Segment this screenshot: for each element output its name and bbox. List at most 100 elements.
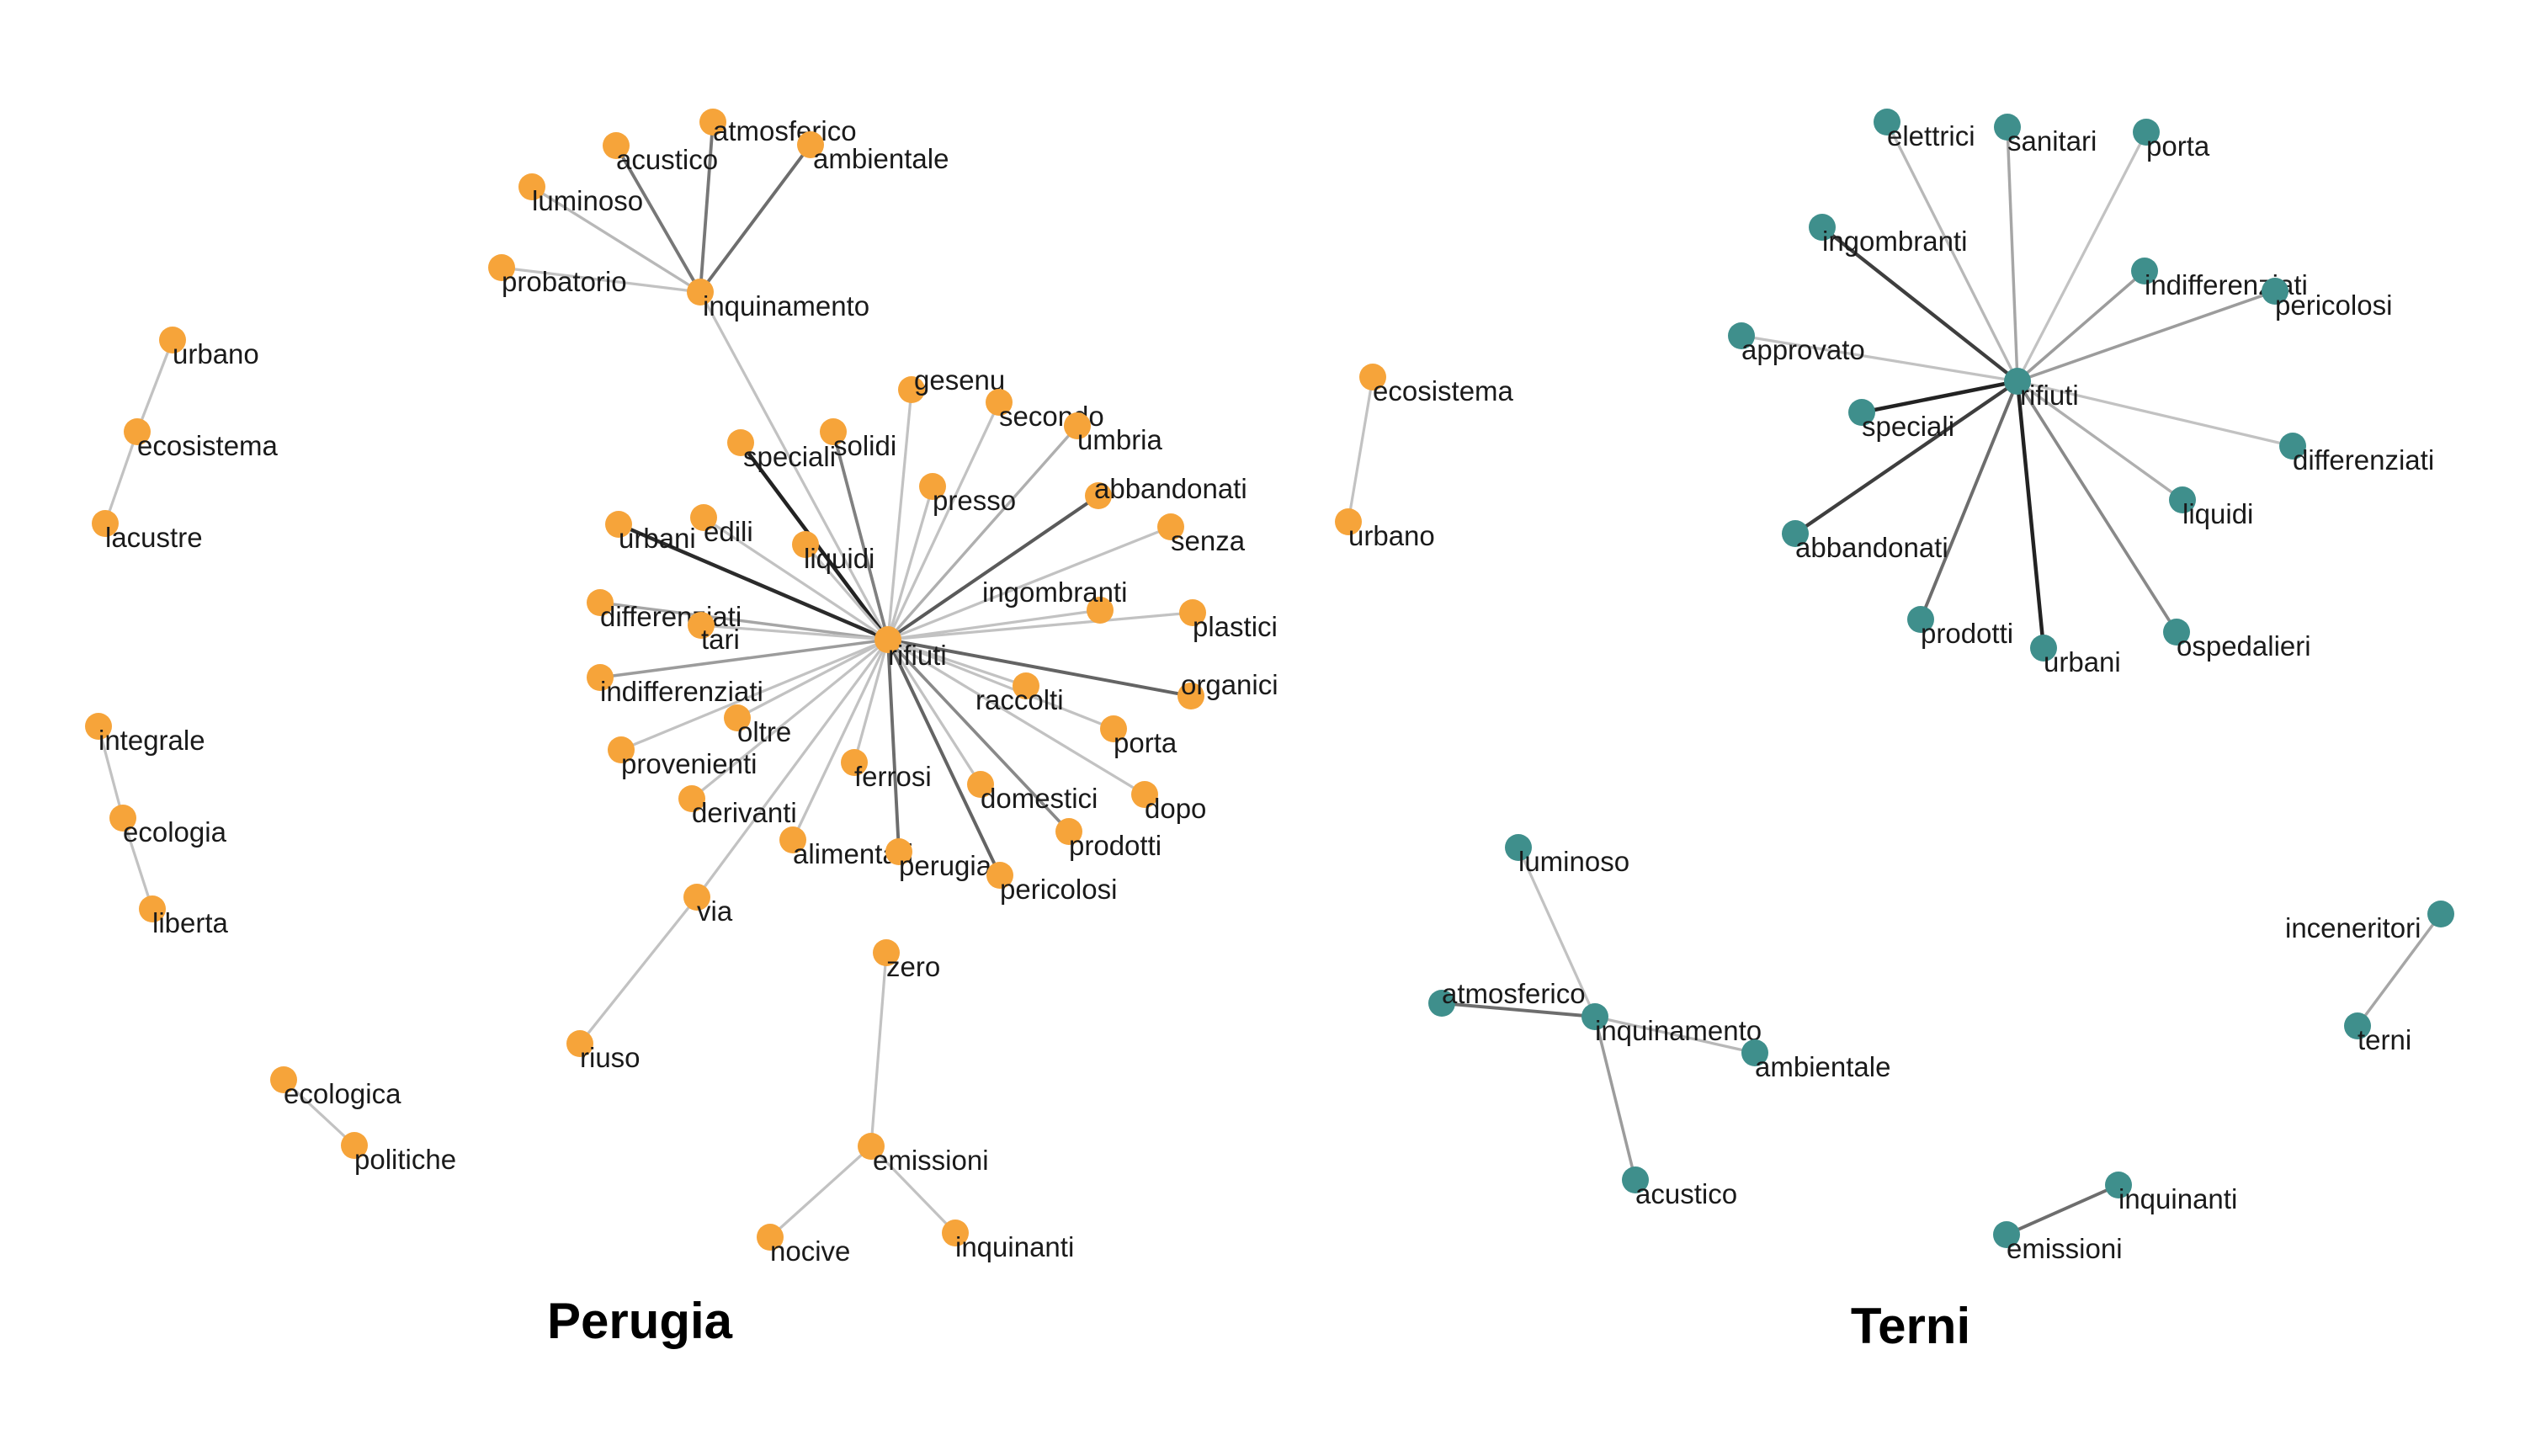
node-p_umbria: umbria [1064,412,1163,455]
edge-t_rifiuti-t_differenziati [2016,380,2294,448]
node-label-t_atmosferico: atmosferico [1442,978,1586,1009]
node-p_porta: porta [1100,715,1177,758]
node-label-p_dopo: dopo [1145,793,1206,824]
node-marker-p_acustico [603,132,630,159]
node-p_domestici: domestici [967,771,1098,814]
panel-title-perugia: Perugia [547,1293,733,1349]
node-label-p_ecologia: ecologia [123,816,227,848]
node-p_differenziati: differenziati [587,589,742,632]
edge-p_urbano-p_ecosistema [136,338,174,433]
node-marker-t_acustico [1622,1166,1649,1193]
node-label-t_liquidi: liquidi [2182,498,2253,529]
node-label-t_emissioni: emissioni [2007,1233,2123,1264]
node-p_luminoso: luminoso [518,173,643,216]
node-marker-p_provenienti [608,736,635,763]
node-label-t_sanitari: sanitari [2007,125,2097,157]
node-p_emissioni: emissioni [858,1133,989,1176]
edge-p_rifiuti-p_differenziati [598,601,890,641]
node-t_abbandonati: abbandonati [1782,520,1948,563]
node-label-p_urbano: urbano [173,338,259,369]
node-label-p_differenziati: differenziati [600,601,742,632]
node-label-p_gesenu: gesenu [914,364,1005,396]
node-p_ecosistema2: ecosistema [1359,364,1514,407]
node-marker-p_presso [919,473,946,500]
node-label-p_raccolti: raccolti [975,684,1064,715]
node-marker-p_oltre [724,704,751,731]
node-label-p_atmosferico: atmosferico [713,115,857,146]
edge-t_inquinamento-t_luminoso [1517,846,1597,1018]
node-marker-t_porta [2133,119,2160,146]
panel-title-terni: Terni [1851,1298,1970,1354]
node-marker-t_differenziati [2279,433,2306,460]
node-marker-t_sanitari [1994,114,2021,141]
node-marker-t_inquinamento [1581,1003,1608,1030]
edge-t_rifiuti-t_urbani [2015,379,2046,651]
node-t_acustico: acustico [1622,1166,1737,1209]
node-p_abbandonati: abbandonati [1085,473,1247,509]
node-marker-p_nocive [757,1224,784,1251]
node-t_atmosferico: atmosferico [1428,978,1586,1017]
edge-p_emissioni-p_inquinanti [869,1145,957,1235]
edge-p_inquinamento-p_ambientale [699,143,812,294]
edge-t_rifiuti-t_porta [2016,130,2148,383]
node-label-t_inquinanti: inquinanti [2118,1183,2237,1214]
edge-p_rifiuti-p_ingombranti [886,608,1102,641]
node-t_elettrici: elettrici [1874,109,1975,151]
node-marker-p_ecosistema2 [1359,364,1386,391]
node-t_sanitari: sanitari [1994,114,2097,157]
node-t_liquidi: liquidi [2169,486,2253,529]
node-t_terni: terni [2344,1012,2411,1055]
edge-p_ecologica-p_politiche [282,1078,356,1147]
node-marker-t_rifiuti [2004,368,2031,395]
node-t_inceneritori: inceneritori [2285,901,2454,943]
node-label-t_approvato: approvato [1741,334,1865,365]
node-p_oltre: oltre [724,704,791,747]
node-label-p_edili: edili [704,516,753,547]
node-label-p_riuso: riuso [580,1042,641,1073]
node-marker-p_urbano2 [1335,508,1362,535]
node-label-t_ospedalieri: ospedalieri [2177,630,2311,662]
node-p_pericolosi: pericolosi [986,862,1117,905]
node-marker-p_ambientale [797,131,824,158]
node-p_via: via [683,884,733,927]
node-t_emissioni: emissioni [1993,1221,2123,1264]
edge-p_rifiuti-p_secondo [886,401,1001,641]
node-marker-p_solidi [820,418,847,445]
node-p_urbani: urbani [605,511,696,554]
edge-t_rifiuti-t_pericolosi [2016,290,2277,383]
node-p_tari: tari [688,612,740,655]
edge-t_inquinanti-t_emissioni [2005,1183,2120,1236]
node-p_zero: zero [873,939,940,982]
node-marker-p_porta [1100,715,1127,742]
node-label-p_acustico: acustico [616,144,718,175]
node-label-p_solidi: solidi [833,430,896,461]
node-p_ecologica: ecologica [270,1066,401,1109]
node-label-p_oltre: oltre [737,716,791,747]
node-t_ingombranti: ingombranti [1809,214,1967,257]
node-label-p_abbandonati: abbandonati [1094,473,1247,504]
node-label-p_perugia: perugia [899,850,992,881]
node-t_speciali: speciali [1848,399,1954,442]
node-label-p_plastici: plastici [1193,611,1278,642]
node-p_edili: edili [690,504,753,547]
node-marker-p_inquinamento [687,279,714,306]
node-label-p_derivanti: derivanti [692,797,797,828]
edge-p_rifiuti-p_plastici [886,611,1194,641]
node-label-p_ecosistema2: ecosistema [1373,375,1514,407]
node-label-p_urbani: urbani [619,523,696,554]
node-marker-p_lacustre [92,510,119,537]
node-t_prodotti: prodotti [1907,606,2013,649]
edge-t_rifiuti-t_liquidi [2016,380,2184,502]
node-p_liquidi: liquidi [792,531,874,574]
node-label-t_luminoso: luminoso [1518,846,1629,877]
node-p_presso: presso [919,473,1016,516]
edge-t_rifiuti-t_approvato [1740,334,2019,383]
node-marker-p_raccolti [1013,672,1039,699]
node-label-p_urbano2: urbano [1348,520,1435,551]
node-marker-p_zero [873,939,900,966]
node-marker-p_urbano [159,327,186,353]
node-marker-p_abbandonati [1085,482,1112,509]
node-p_lacustre: lacustre [92,510,203,553]
node-label-p_ecosistema: ecosistema [137,430,279,461]
